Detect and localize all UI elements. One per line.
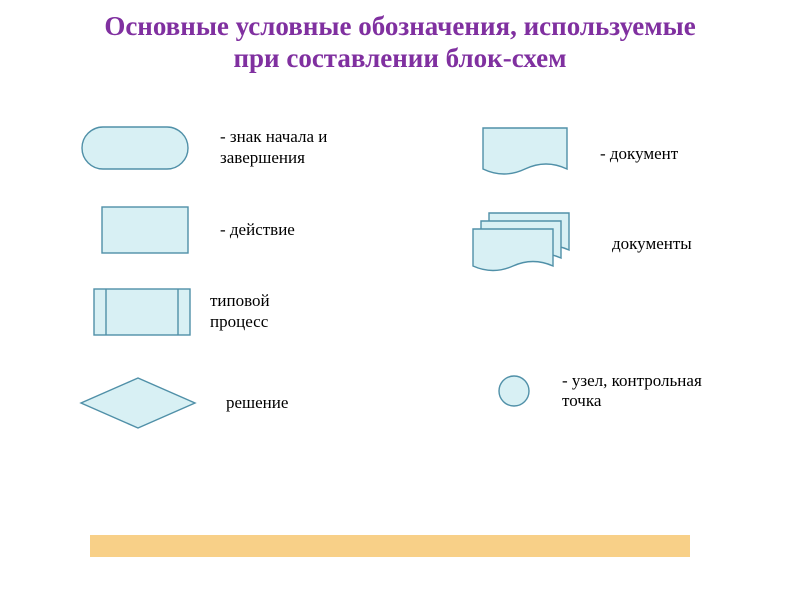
legend-item-subprocess: типовой процесс — [92, 287, 270, 337]
terminator-shape — [80, 125, 190, 171]
documents-label: документы — [612, 234, 692, 254]
decision-shape — [78, 375, 198, 431]
legend-item-documents: документы — [470, 210, 692, 278]
decision-label: решение — [226, 393, 288, 413]
title-line-2: при составлении блок-схем — [233, 43, 566, 73]
legend-item-terminator: - знак начала и завершения — [80, 125, 327, 171]
legend-item-decision: решение — [78, 375, 288, 431]
legend-item-document: - документ — [480, 125, 678, 183]
connector-shape — [496, 373, 532, 409]
action-shape — [100, 205, 190, 255]
page-title: Основные условные обозначения, используе… — [0, 0, 800, 75]
action-label: - действие — [220, 220, 295, 240]
connector-label: - узел, контрольная точка — [562, 371, 702, 412]
legend-item-connector: - узел, контрольная точка — [496, 371, 702, 412]
subprocess-label: типовой процесс — [210, 291, 270, 332]
title-line-1: Основные условные обозначения, используе… — [104, 11, 695, 41]
footer-bar — [90, 535, 690, 557]
subprocess-shape — [92, 287, 192, 337]
document-label: - документ — [600, 144, 678, 164]
legend-item-action: - действие — [100, 205, 295, 255]
document-shape — [480, 125, 570, 183]
documents-shape — [470, 210, 572, 278]
terminator-label: - знак начала и завершения — [220, 127, 327, 168]
